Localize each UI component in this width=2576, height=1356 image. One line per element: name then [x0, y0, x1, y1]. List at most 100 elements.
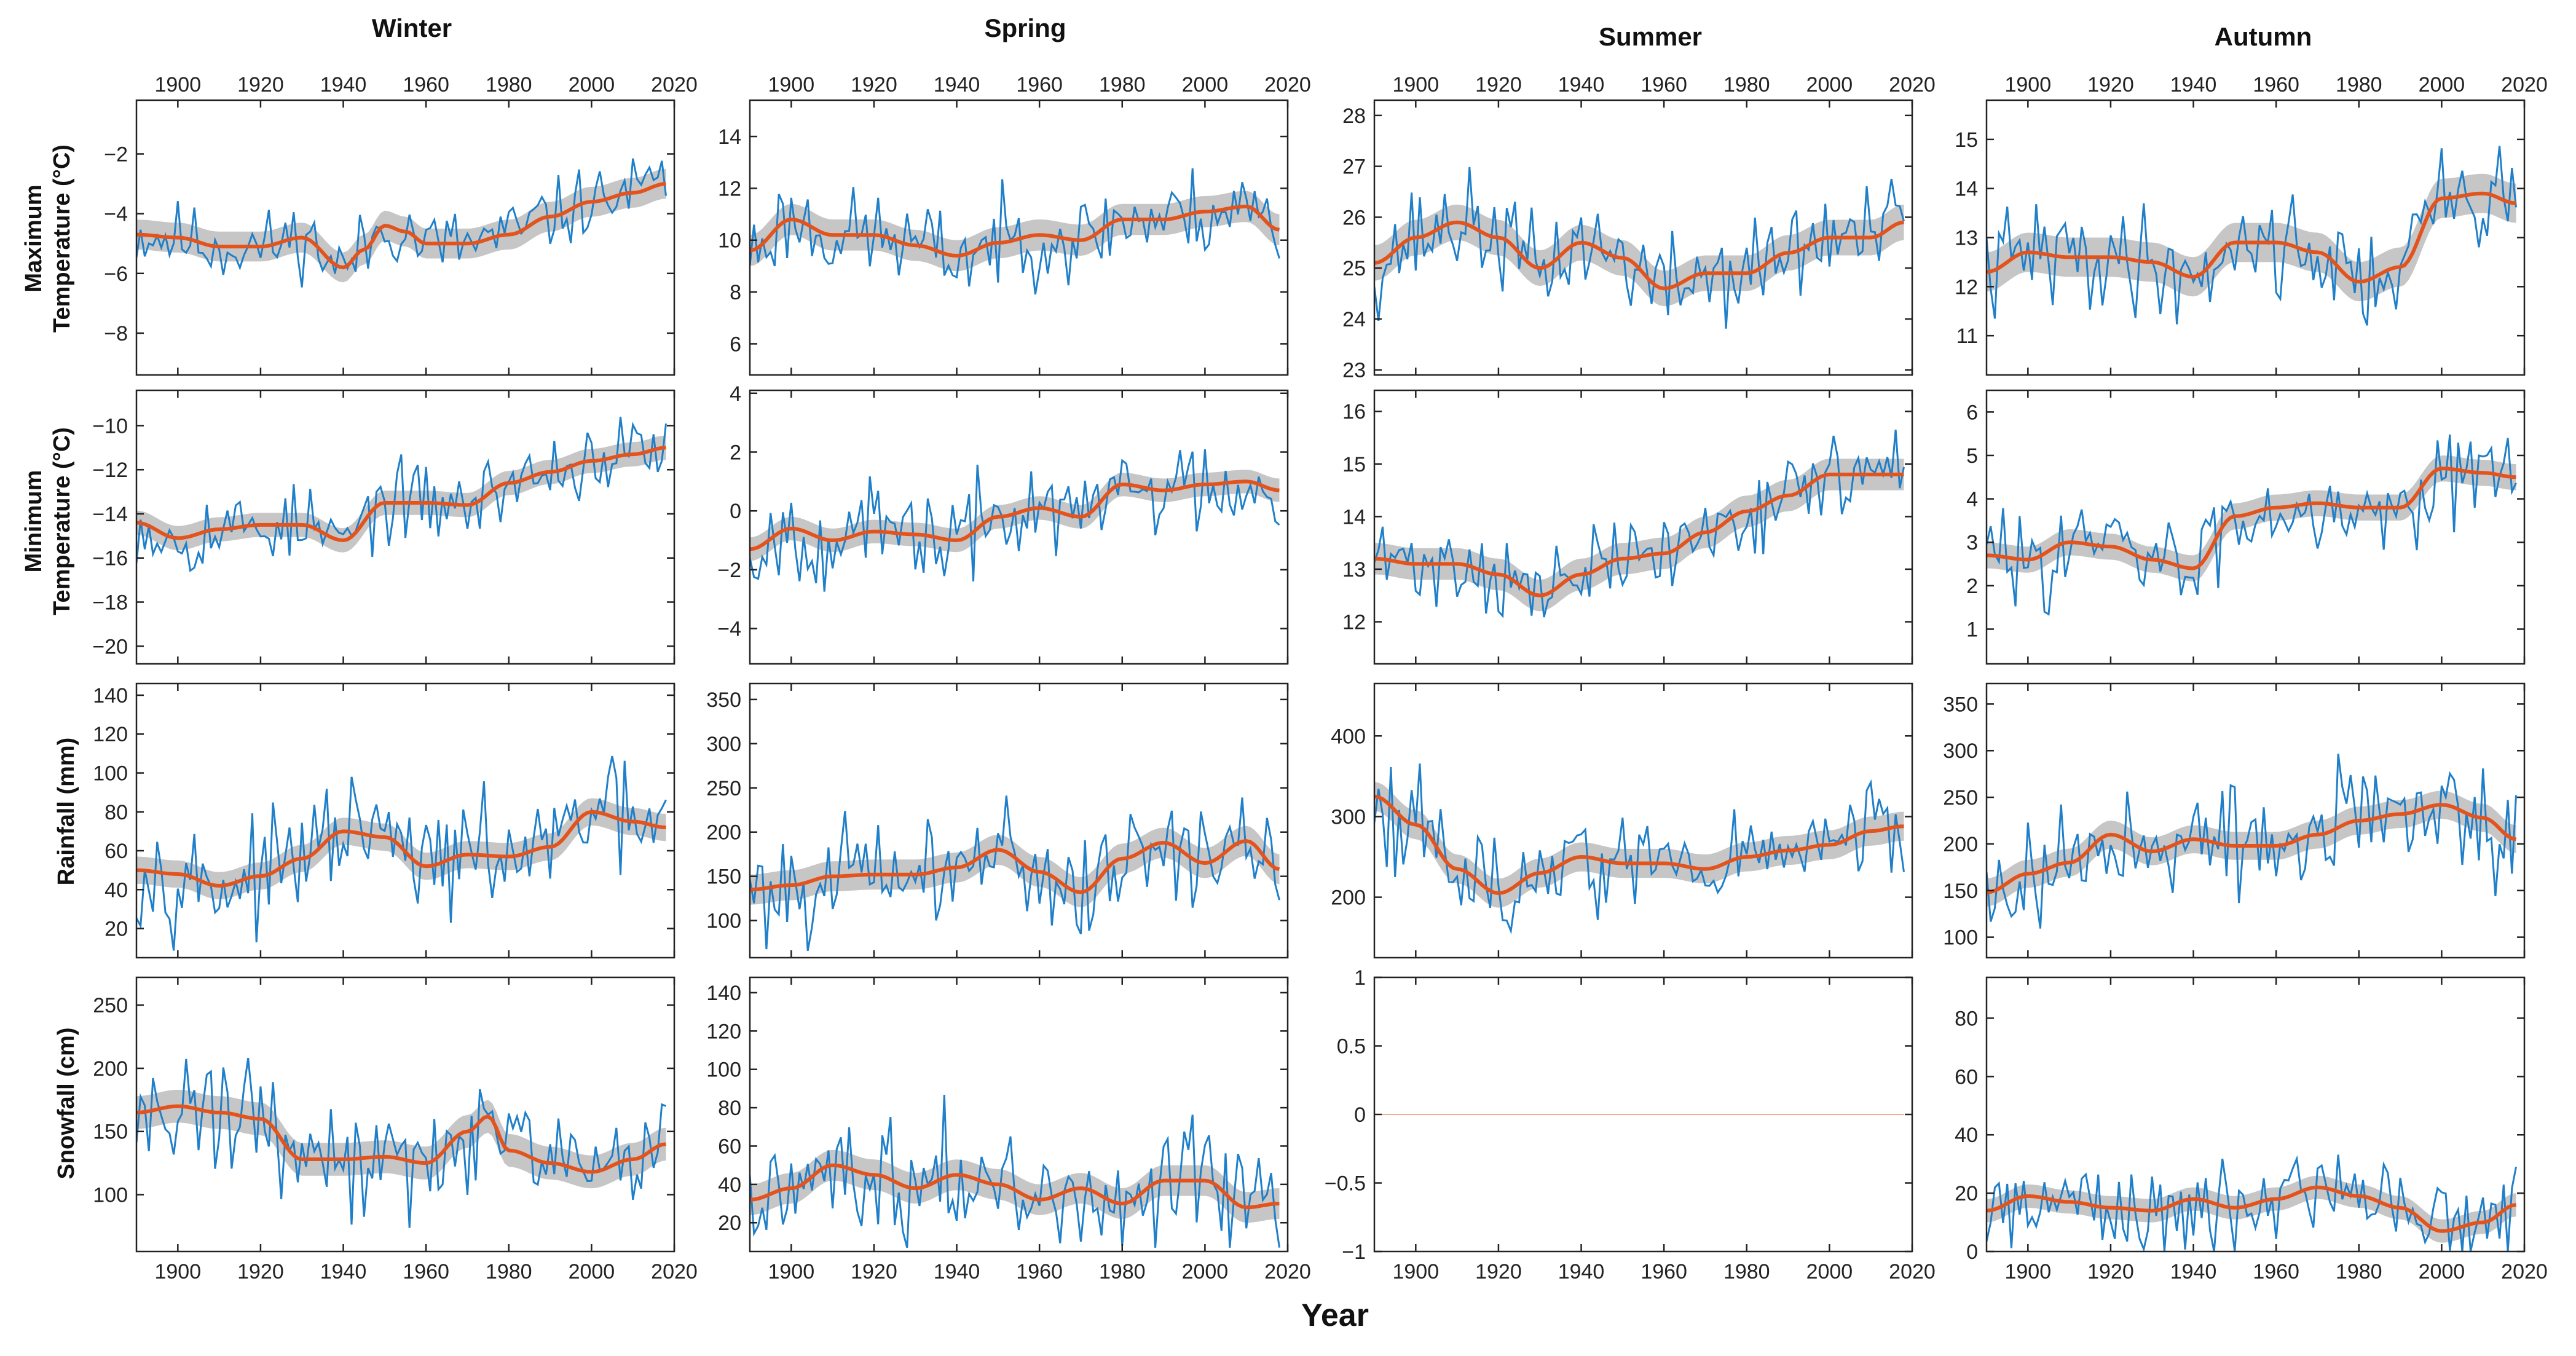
y-tick-label-winter-snow: 250 [93, 994, 128, 1017]
y-tick-label-winter-rain: 60 [104, 840, 128, 863]
x-tick-label-top-autumn-max: 1980 [2336, 73, 2382, 97]
trend-line-autumn-max [1987, 191, 2516, 284]
axes-box-summer-min [1373, 389, 1913, 665]
trend-line-spring-max [750, 204, 1280, 258]
y-tick-label-winter-rain: 120 [93, 723, 128, 746]
trend-line-winter-snow [136, 1104, 666, 1174]
y-tick-label-summer-rain: 300 [1331, 805, 1366, 829]
axes-box-winter-max [135, 99, 676, 376]
y-tick-label-autumn-min: 6 [1966, 401, 1978, 424]
axes-box-winter-min [135, 389, 676, 665]
x-tick-label-spring-snow: 1960 [1016, 1260, 1063, 1283]
panel-spring-min: −4 −2 0 2 4 [717, 382, 1289, 665]
confidence-band-summer-rain [1374, 782, 1904, 908]
panel-autumn-min: 1 2 3 4 5 6 [1966, 389, 2526, 665]
x-tick-label-top-summer-max: 2000 [1806, 73, 1853, 97]
raw-series-autumn-min [1987, 434, 2517, 616]
x-tick-label-top-summer-max: 1960 [1641, 73, 1687, 97]
y-tick-label-winter-min: −16 [92, 547, 128, 570]
x-tick-label-top-autumn-max: 1960 [2253, 73, 2299, 97]
y-tick-label-spring-rain: 100 [706, 910, 741, 933]
x-tick-label-top-winter-max: 2000 [569, 73, 615, 97]
trend-line-autumn-snow [1987, 1185, 2516, 1233]
raw-series-autumn-snow [1987, 1154, 2517, 1252]
y-tick-label-spring-snow: 60 [718, 1135, 741, 1158]
y-tick-label-winter-snow: 150 [93, 1121, 128, 1144]
y-tick-label-spring-snow: 120 [706, 1020, 741, 1043]
y-tick-label-summer-max: 26 [1342, 206, 1366, 229]
x-tick-label-spring-snow: 2000 [1182, 1260, 1229, 1283]
y-tick-label-summer-snow: 1 [1354, 966, 1366, 990]
y-tick-label-winter-rain: 140 [93, 684, 128, 708]
panel-spring-max: 6 8 10 12 14 1900 1920 1940 1960 1980 2000 2020 [718, 73, 1311, 376]
col-title-autumn: Autumn [2214, 22, 2312, 51]
x-tick-label-summer-snow: 2020 [1889, 1260, 1936, 1283]
y-tick-label-autumn-max: 15 [1955, 128, 1978, 152]
x-axis-title: Year [1301, 1298, 1369, 1333]
x-tick-label-top-spring-max: 1920 [851, 73, 897, 97]
col-title-spring: Spring [984, 14, 1066, 42]
raw-series-spring-snow [750, 1095, 1280, 1248]
y-tick-label-spring-snow: 20 [718, 1212, 741, 1235]
axes-box-summer-max [1373, 99, 1913, 376]
y-tick-label-winter-snow: 100 [93, 1184, 128, 1207]
x-tick-label-top-autumn-max: 1920 [2087, 73, 2134, 97]
x-tick-label-top-winter-max: 1900 [154, 73, 201, 97]
y-tick-label-winter-min: −10 [92, 414, 128, 438]
x-tick-label-top-winter-max: 2020 [651, 73, 698, 97]
y-tick-label-winter-min: −18 [92, 591, 128, 615]
y-tick-label-summer-max: 28 [1342, 104, 1366, 128]
row-label-min-temp: Minimum Temperature (°C) [21, 427, 75, 615]
axes-box-winter-snow [135, 976, 676, 1253]
x-tick-label-top-winter-max: 1980 [486, 73, 532, 97]
y-tick-label-summer-min: 15 [1342, 453, 1366, 476]
y-tick-label-winter-max: −2 [104, 143, 128, 166]
raw-series-winter-min [136, 416, 667, 572]
x-tick-label-top-summer-max: 1920 [1475, 73, 1522, 97]
y-tick-label-summer-min: 13 [1342, 558, 1366, 581]
y-tick-label-spring-min: 4 [730, 382, 741, 406]
y-tick-label-autumn-snow: 60 [1955, 1065, 1978, 1089]
y-tick-label-autumn-min: 5 [1966, 444, 1978, 468]
x-tick-label-autumn-snow: 2020 [2501, 1260, 2548, 1283]
y-tick-label-autumn-rain: 100 [1943, 926, 1978, 950]
x-tick-label-winter-snow: 2000 [569, 1260, 615, 1283]
y-tick-label-autumn-max: 13 [1955, 227, 1978, 250]
x-tick-label-top-spring-max: 1960 [1016, 73, 1063, 97]
x-tick-label-winter-snow: 1920 [237, 1260, 284, 1283]
confidence-band-autumn-min [1987, 455, 2516, 581]
y-tick-label-spring-min: −4 [717, 618, 741, 641]
y-tick-label-spring-snow: 80 [718, 1097, 741, 1120]
x-tick-label-autumn-snow: 1980 [2336, 1260, 2382, 1283]
x-tick-label-top-winter-max: 1960 [403, 73, 449, 97]
confidence-band-spring-max [750, 191, 1280, 272]
y-tick-label-winter-rain: 100 [93, 762, 128, 786]
y-tick-label-autumn-snow: 0 [1966, 1240, 1978, 1264]
trend-line-spring-rain [750, 839, 1280, 894]
y-tick-label-winter-snow: 200 [93, 1057, 128, 1081]
y-tick-label-autumn-min: 4 [1966, 488, 1978, 511]
x-tick-label-top-summer-max: 2020 [1889, 73, 1936, 97]
y-tick-label-spring-max: 10 [718, 229, 741, 253]
x-tick-label-top-spring-max: 1900 [768, 73, 814, 97]
y-tick-label-spring-snow: 40 [718, 1173, 741, 1197]
y-tick-label-winter-rain: 20 [104, 918, 128, 941]
y-tick-label-summer-max: 24 [1342, 308, 1366, 331]
axes-box-spring-max [749, 99, 1289, 376]
y-tick-label-autumn-snow: 40 [1955, 1124, 1978, 1147]
x-tick-label-autumn-snow: 1940 [2170, 1260, 2217, 1283]
trend-line-winter-min [136, 446, 666, 543]
y-tick-label-spring-snow: 140 [706, 982, 741, 1005]
panel-summer-rain: 200 300 400 [1331, 682, 1913, 959]
x-tick-label-autumn-snow: 1900 [2004, 1260, 2051, 1283]
confidence-band-winter-min [136, 435, 666, 553]
y-tick-label-winter-min: −14 [92, 503, 128, 526]
y-tick-label-autumn-min: 1 [1966, 618, 1978, 641]
trend-line-spring-snow [750, 1163, 1280, 1210]
trend-line-summer-min [1374, 472, 1904, 597]
x-tick-label-top-autumn-max: 1940 [2170, 73, 2217, 97]
x-tick-label-spring-snow: 1900 [768, 1260, 814, 1283]
y-tick-label-winter-min: −12 [92, 459, 128, 482]
x-tick-label-top-autumn-max: 2020 [2501, 73, 2548, 97]
